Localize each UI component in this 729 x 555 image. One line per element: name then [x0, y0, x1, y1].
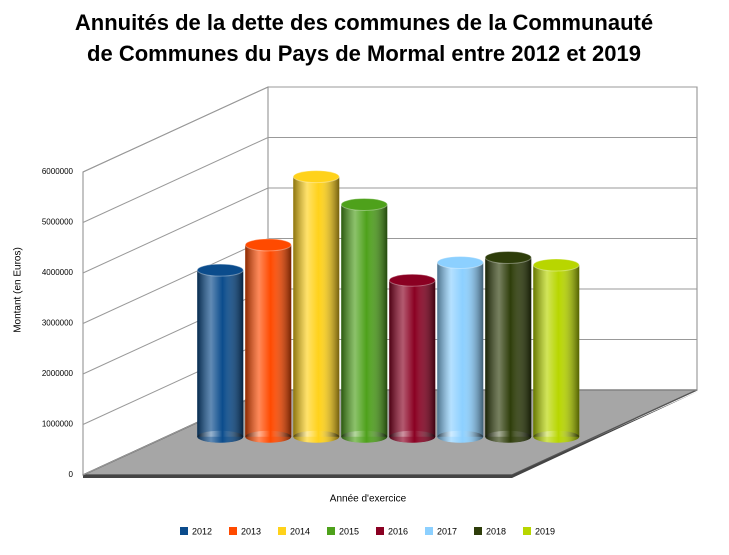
x-axis-label: Année d'exercice: [330, 494, 407, 505]
y-tick-label: 3000000: [42, 319, 74, 328]
y-tick-label: 2000000: [42, 369, 74, 378]
chart-title: Annuités de la dette des communes de la …: [75, 10, 653, 35]
legend-label: 2012: [192, 526, 212, 536]
bar-top: [244, 238, 292, 252]
bar-top: [436, 256, 484, 270]
legend-label: 2013: [241, 526, 261, 536]
y-tick-label: 5000000: [42, 218, 74, 227]
legend-label: 2019: [535, 526, 555, 536]
legend-swatch: [327, 527, 335, 535]
legend-swatch: [229, 527, 237, 535]
y-axis-label: Montant (en Euros): [13, 247, 24, 333]
bar-shade: [293, 176, 340, 437]
bar-shade: [389, 280, 436, 437]
legend-swatch: [425, 527, 433, 535]
bar-shade: [533, 265, 580, 437]
grid-line: [82, 86, 697, 173]
bar-top: [196, 263, 244, 277]
legend-label: 2017: [437, 526, 457, 536]
legend-label: 2015: [339, 526, 359, 536]
bar-top: [484, 250, 532, 264]
legend-swatch: [180, 527, 188, 535]
bar-top: [388, 273, 436, 287]
legend-label: 2016: [388, 526, 408, 536]
legend-swatch: [523, 527, 531, 535]
bar-top: [532, 258, 580, 272]
legend-swatch: [278, 527, 286, 535]
bar-top: [292, 170, 340, 184]
grid-line: [82, 187, 697, 274]
legend-swatch: [474, 527, 482, 535]
legend-label: 2018: [486, 526, 506, 536]
y-tick-label: 4000000: [42, 268, 74, 277]
bar-shade: [485, 257, 532, 437]
grid-line: [82, 238, 697, 324]
legend-swatch: [376, 527, 384, 535]
y-tick-label: 6000000: [42, 167, 74, 176]
chart-title: de Communes du Pays de Mormal entre 2012…: [87, 41, 641, 66]
y-tick-label: 0: [69, 470, 74, 479]
bar-shade: [245, 244, 292, 437]
legend-label: 2014: [290, 526, 310, 536]
y-tick-label: 1000000: [42, 420, 74, 429]
bar-shade: [197, 270, 244, 437]
grid-line: [82, 137, 697, 223]
bar-shade: [341, 204, 388, 437]
bar-top: [340, 197, 388, 211]
bar-shade: [437, 262, 484, 437]
